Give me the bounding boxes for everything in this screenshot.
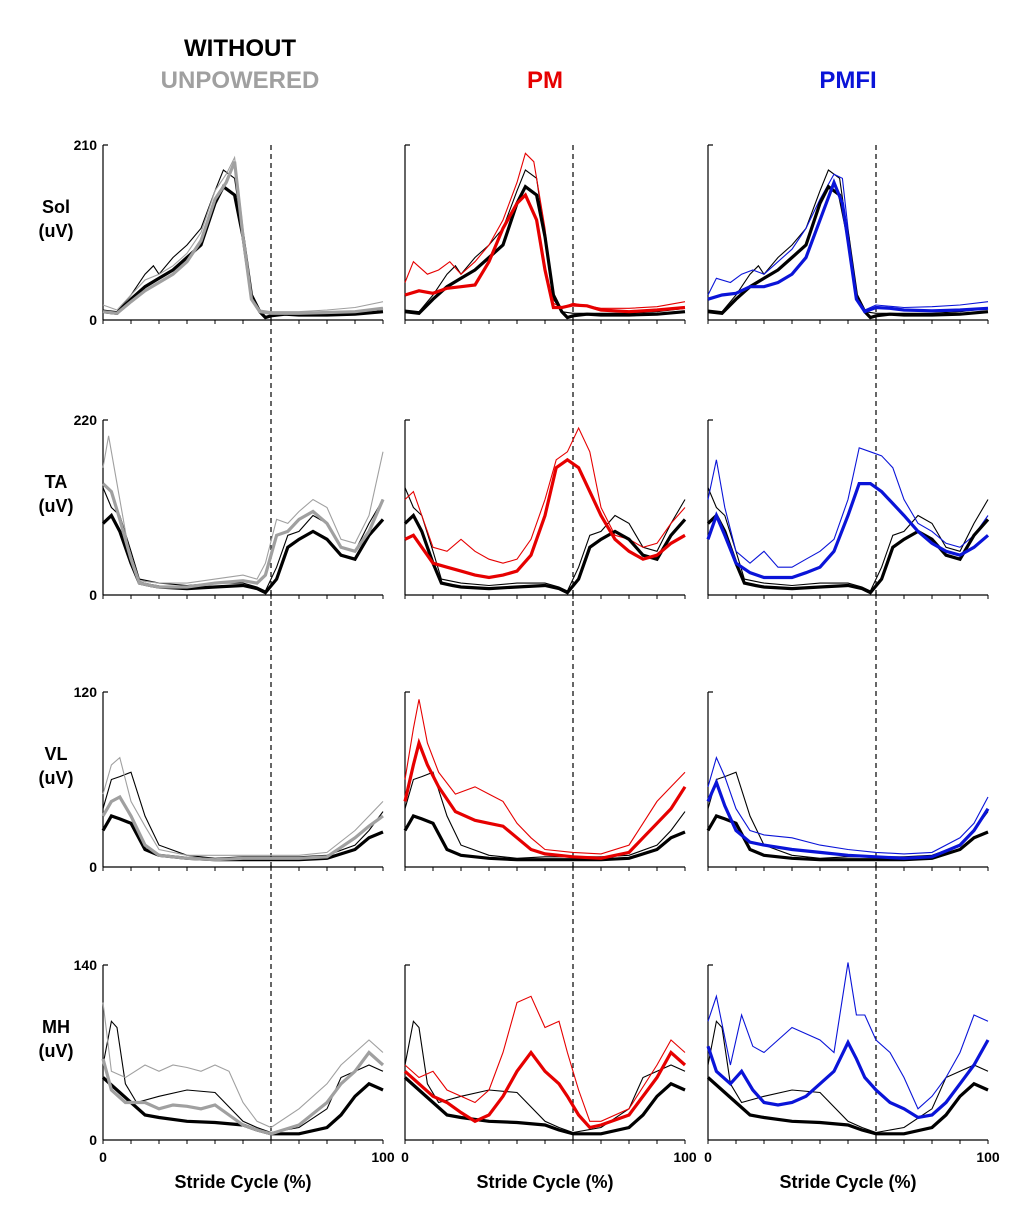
header-pm: PM xyxy=(527,67,563,94)
without-sd-line xyxy=(707,1020,989,1134)
pmfi-mean-line xyxy=(706,778,990,860)
pmfi-mean-line xyxy=(706,482,990,580)
without-mean-line xyxy=(404,184,686,320)
pm-sd-line xyxy=(404,995,686,1122)
unpowered-sd-line xyxy=(102,756,384,856)
without-mean-line xyxy=(403,1076,686,1136)
pm-mean-line xyxy=(403,737,687,860)
without-mean-line xyxy=(706,814,989,862)
pmfi-sd-line xyxy=(707,447,989,568)
pmfi-mean-line xyxy=(706,1038,990,1120)
y-max-tick-label: 220 xyxy=(74,412,98,428)
without-sd-line xyxy=(404,1020,686,1134)
y-min-tick-label: 0 xyxy=(89,1132,97,1148)
muscle-unit-label: (uV) xyxy=(39,768,74,788)
without-mean-line xyxy=(102,184,384,320)
x-min-tick-label: 0 xyxy=(704,1149,712,1165)
muscle-label-mh: MH xyxy=(42,1017,70,1037)
panel-mh-pmfi: 0 100 Stride Cycle (%) xyxy=(704,865,1000,1192)
pmfi-sd-line xyxy=(707,755,989,855)
panel-mh-unpowered: 0 100 Stride Cycle (%) xyxy=(99,865,395,1192)
unpowered-mean-line xyxy=(101,482,385,589)
panels: Sol (uV) 210 0 TA (uV) 220 0 VL (uV) 120 0 MH (uV) 140… xyxy=(39,137,1000,1192)
y-min-tick-label: 0 xyxy=(89,859,97,875)
panel-ta-pm xyxy=(403,320,687,599)
y-max-tick-label: 210 xyxy=(74,137,98,153)
without-sd-line xyxy=(404,771,686,859)
panel-sol-pm xyxy=(404,144,686,324)
without-mean-line xyxy=(101,814,384,862)
muscle-label-sol: Sol xyxy=(42,197,70,217)
unpowered-mean-line xyxy=(101,1050,385,1136)
pm-mean-line xyxy=(404,457,686,580)
pm-mean-line xyxy=(404,192,686,314)
panel-vl-unpowered xyxy=(101,592,384,871)
unpowered-sd-line xyxy=(102,435,384,584)
x-axis-title: Stride Cycle (%) xyxy=(476,1172,613,1192)
without-mean-line xyxy=(403,512,687,595)
x-max-tick-label: 100 xyxy=(976,1149,1000,1165)
column-headers: WITHOUT UNPOWERED PM PMFI xyxy=(161,35,877,94)
panel-vl-pm xyxy=(403,592,687,871)
muscle-unit-label: (uV) xyxy=(39,496,74,516)
panel-vl-pmfi xyxy=(706,592,990,871)
pm-sd-line xyxy=(404,426,686,564)
without-sd-line xyxy=(707,487,989,592)
x-max-tick-label: 100 xyxy=(371,1149,395,1165)
muscle-label-vl: VL xyxy=(44,744,67,764)
without-mean-line xyxy=(706,512,990,595)
unpowered-mean-line xyxy=(102,161,384,315)
x-max-tick-label: 100 xyxy=(673,1149,697,1165)
without-sd-line xyxy=(404,487,686,592)
x-min-tick-label: 0 xyxy=(99,1149,107,1165)
unpowered-mean-line xyxy=(101,794,384,862)
x-axis-title: Stride Cycle (%) xyxy=(174,1172,311,1192)
panel-mh-pm: 0 100 Stride Cycle (%) xyxy=(401,865,697,1192)
header-pmfi: PMFI xyxy=(819,67,876,94)
without-mean-line xyxy=(706,1076,989,1136)
pm-sd-line xyxy=(404,699,686,855)
without-mean-line xyxy=(403,814,686,862)
muscle-label-ta: TA xyxy=(45,472,68,492)
y-min-tick-label: 0 xyxy=(89,312,97,328)
pm-mean-line xyxy=(403,1049,687,1130)
pmfi-sd-line xyxy=(707,962,989,1110)
header-without: WITHOUT xyxy=(184,35,296,62)
muscle-unit-label: (uV) xyxy=(39,221,74,241)
x-min-tick-label: 0 xyxy=(401,1149,409,1165)
without-mean-line xyxy=(707,184,989,320)
x-axis-title: Stride Cycle (%) xyxy=(779,1172,916,1192)
without-sd-line xyxy=(102,1020,384,1134)
panel-sol-pmfi xyxy=(707,144,989,324)
y-min-tick-label: 0 xyxy=(89,587,97,603)
muscle-unit-label: (uV) xyxy=(39,1041,74,1061)
header-unpowered: UNPOWERED xyxy=(161,67,320,94)
panel-ta-pmfi xyxy=(706,320,990,599)
unpowered-sd-line xyxy=(102,1002,384,1129)
panel-ta-unpowered xyxy=(101,320,385,599)
pmfi-mean-line xyxy=(707,178,989,314)
y-max-tick-label: 120 xyxy=(74,684,98,700)
panel-sol-unpowered xyxy=(102,144,384,324)
y-max-tick-label: 140 xyxy=(74,957,98,973)
